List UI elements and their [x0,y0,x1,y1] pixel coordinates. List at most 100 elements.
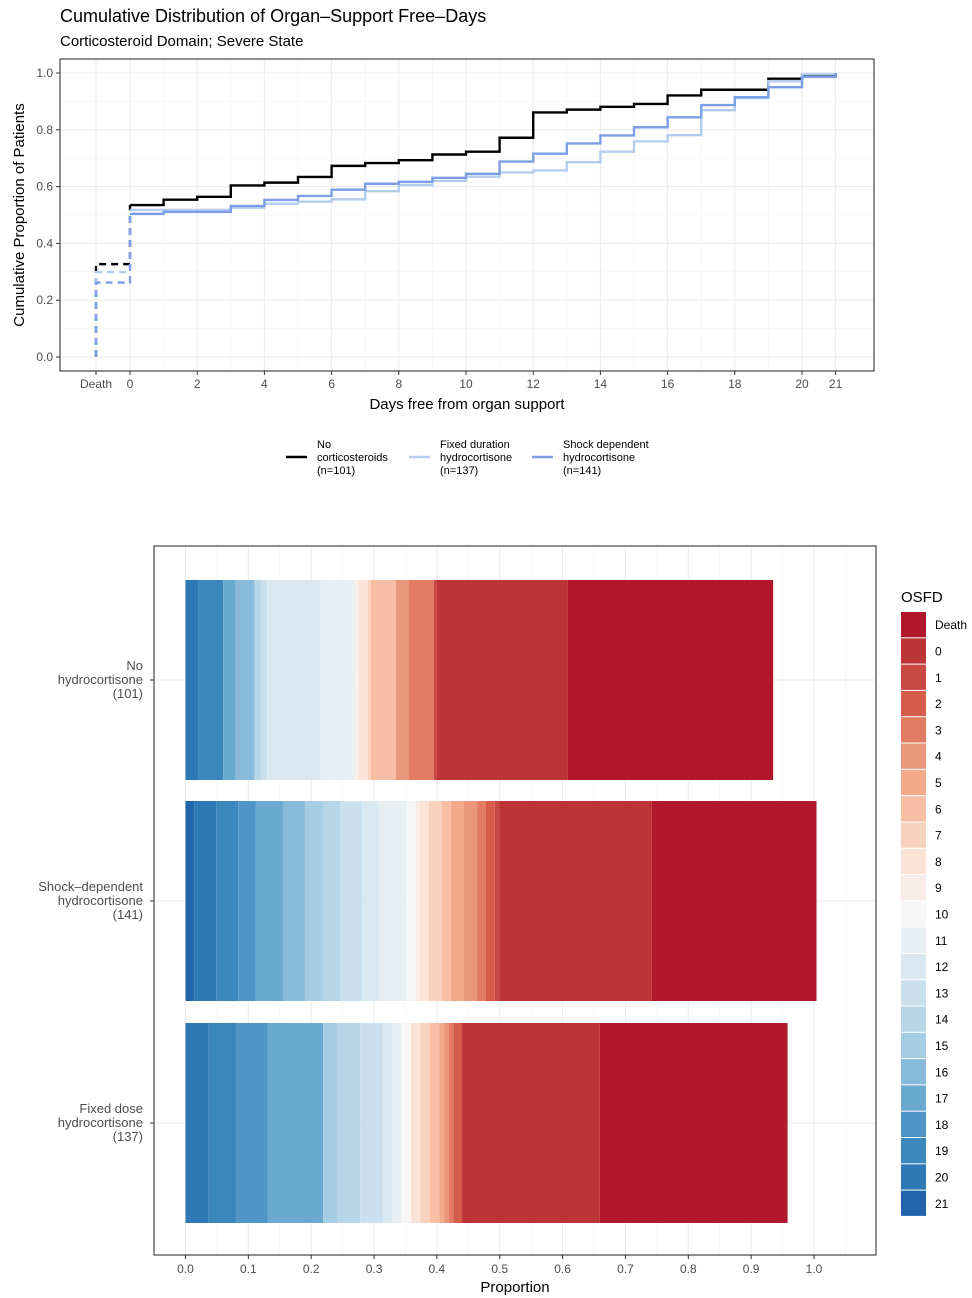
x-tick-label: 14 [594,377,608,391]
legend-label-osfd: 18 [935,1118,949,1132]
legend-label-osfd: 10 [935,907,949,921]
bar-segment-osfd-14 [254,580,261,780]
bar-segment-osfd-5 [439,1023,445,1223]
legend-label-osfd: Death [935,618,967,632]
osfd-legend-title: OSFD [901,589,943,606]
legend-label-osfd: 16 [935,1065,949,1079]
x-tick-label: 0.6 [554,1262,571,1276]
legend-swatch-osfd-5 [901,769,926,796]
y-tick-label: 0.8 [36,123,53,137]
legend-label-osfd: 1 [935,671,942,685]
legend-swatch-osfd-11 [901,927,926,953]
bar-segment-osfd-6 [370,580,397,780]
bar-segment-osfd-9 [415,801,420,1001]
stacked-bar-plot: Nohydrocortisone(101)Shock–dependenthydr… [38,545,877,1296]
y-tick-label: 0.2 [36,293,53,307]
cumulative-plot: 0.0 0.2 0.4 0.6 0.8 1.0 Death 0 2 4 6 8 10 12 14 16 18 20… [11,58,875,413]
category-label: Shock–dependent [38,879,143,894]
legend-label-osfd: 21 [935,1197,949,1211]
legend-label-osfd: 19 [935,1144,949,1158]
category-label: No [126,658,143,673]
bar-segment-osfd-Death [599,1023,788,1223]
x-tick-label: 2 [194,377,201,391]
x-tick-label: 6 [328,377,335,391]
legend-label-osfd: 14 [935,1013,949,1027]
x-tick-label: 0.0 [177,1262,194,1276]
y-tick-label: 0.6 [36,180,53,194]
x-tick-label: 0.1 [240,1262,257,1276]
legend-swatch-osfd-1 [901,664,926,690]
bar-segment-osfd-17 [223,580,236,780]
legend-swatch-osfd-14 [901,1006,926,1032]
legend-label-osfd: 3 [935,723,942,737]
category-label: (101) [113,686,143,701]
bar-segment-osfd-21 [185,801,195,1001]
legend-swatch-osfd-18 [901,1111,926,1137]
bar-segment-osfd-11 [320,580,356,780]
x-tick-label: 16 [661,377,675,391]
legend-swatch-osfd-12 [901,953,926,980]
bar-segment-osfd-7 [420,1023,430,1223]
bar-segment-osfd-11 [379,801,407,1001]
bar-segment-osfd-3 [477,801,486,1001]
legend-label-1: hydrocortisone [440,452,512,464]
osfd-legend: OSFD Death012345678910111213141516171819… [901,589,967,1216]
legend-swatch-osfd-9 [901,875,926,901]
legend-label-osfd: 0 [935,644,942,658]
bar-segment-osfd-15 [304,801,323,1001]
bar-segment-osfd-20 [185,1023,209,1223]
x-axis-title: Proportion [480,1279,549,1296]
legend-swatch-osfd-10 [901,901,926,927]
bar-segment-osfd-10 [401,1023,412,1223]
legend-label-2: (n=141) [563,465,601,477]
bar-segment-osfd-1 [494,801,500,1001]
bar-segment-osfd-4 [444,1023,449,1223]
bar-segment-osfd-9 [355,580,359,780]
category-label: hydrocortisone [58,1115,143,1130]
x-axis-title: Days free from organ support [369,396,565,413]
legend-label-2: hydrocortisone [563,452,635,464]
series-line-0 [130,73,837,207]
bar-segment-osfd-19 [198,580,224,780]
legend-label-osfd: 17 [935,1092,949,1106]
legend-label-osfd: 7 [935,829,942,843]
bar-segment-osfd-10 [406,801,416,1001]
bar-segment-osfd-0 [499,801,652,1001]
bar-segment-osfd-7 [367,580,371,780]
x-tick-label: 0.2 [303,1262,320,1276]
bar-segment-osfd-0 [462,1023,600,1223]
bar-segment-osfd-17 [255,801,283,1001]
bar-segment-osfd-12 [382,1023,393,1223]
category-label: (141) [113,907,143,922]
bar-segment-osfd-19 [208,1023,237,1223]
legend-label-osfd: 4 [935,750,942,764]
series-death-segment-2 [94,213,132,357]
legend-swatch-osfd-19 [901,1138,926,1164]
y-tick-label: 0.4 [36,236,53,250]
legend-swatch-osfd-17 [901,1085,926,1111]
series-line-2 [130,73,837,216]
legend-label-osfd: 11 [935,934,948,948]
bar-segment-osfd-19 [216,801,239,1001]
y-tick-label: 1.0 [36,66,53,80]
x-tick-label: 1.0 [806,1262,823,1276]
category-label: hydrocortisone [58,672,143,687]
x-tick-label: 12 [527,377,541,391]
legend-swatch-osfd-6 [901,796,926,822]
bar-segment-osfd-16 [282,801,305,1001]
bar-segment-osfd-Death [567,580,774,780]
bar-segment-osfd-4 [463,801,478,1001]
legend-label-osfd: 9 [935,881,942,895]
category-label: (137) [113,1129,143,1144]
category-label: Fixed dose [79,1101,143,1116]
legend-swatch-osfd-7 [901,822,926,848]
bar-segment-osfd-1 [433,580,437,780]
legend-swatch-osfd-20 [901,1164,926,1190]
x-tick-label: 0.7 [617,1262,634,1276]
x-tick-label: 0.3 [366,1262,383,1276]
bar-segment-osfd-4 [396,580,409,780]
legend-label-osfd: 8 [935,855,942,869]
legend-swatch-osfd-2 [901,690,926,717]
